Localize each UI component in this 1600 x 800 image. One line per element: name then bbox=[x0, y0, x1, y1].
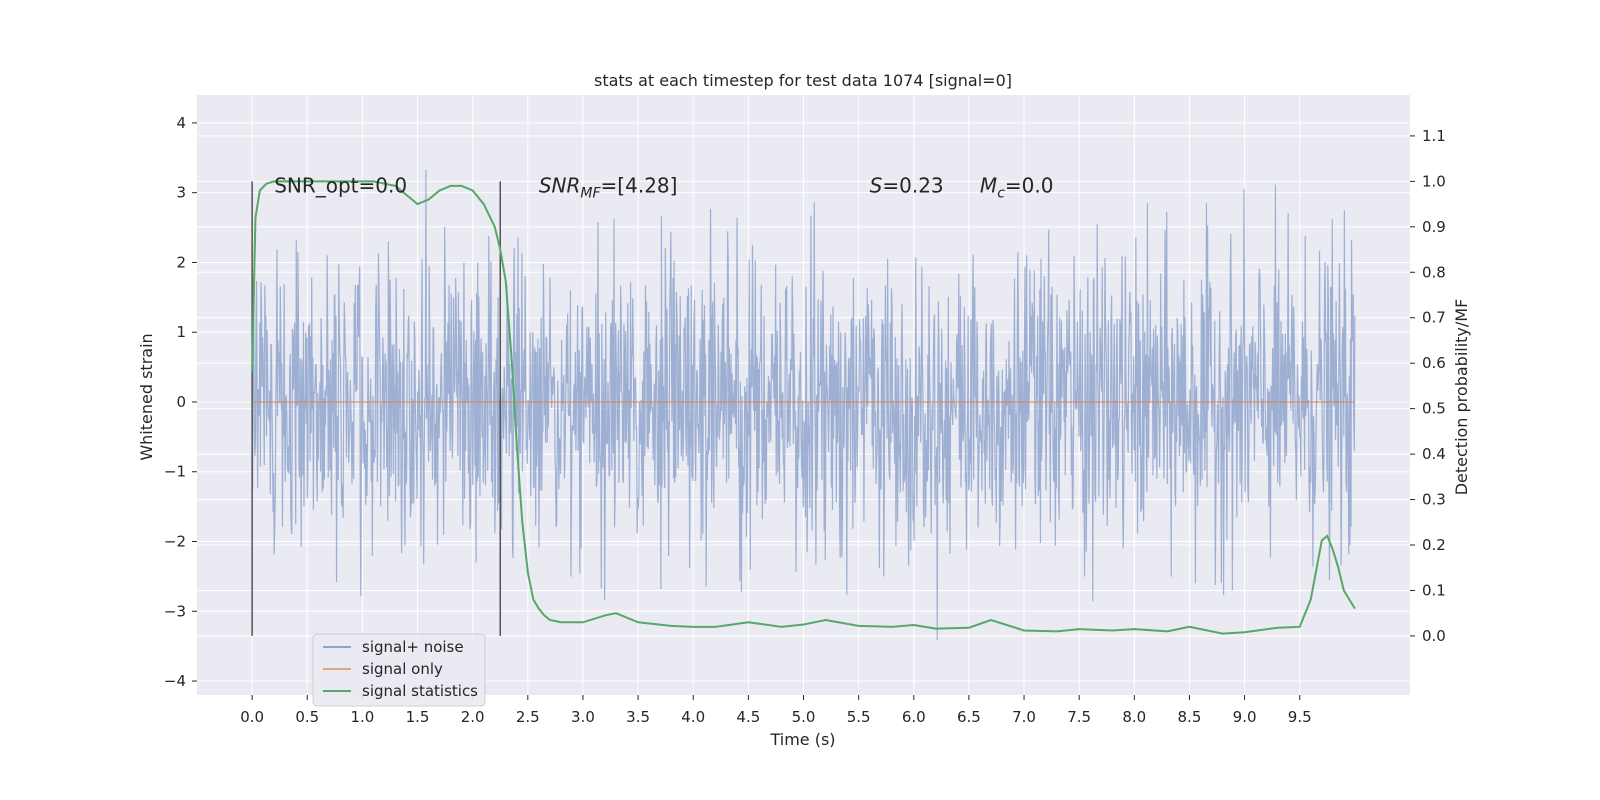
x-tick-labels: 0.0 0.5 1.0 1.5 2.0 2.5 3.0 3.5 4.0 4.5 5.0 5.5 6.0 6… bbox=[240, 695, 1312, 726]
y2-tick-label: 0.1 bbox=[1422, 581, 1446, 599]
noise-line bbox=[251, 169, 1356, 641]
x-tick-label: 6.0 bbox=[902, 708, 926, 726]
x-tick-label: 1.0 bbox=[350, 708, 374, 726]
y2-tick-labels: 1.1 1.0 0.9 0.8 0.7 0.6 0.5 0.4 0.3 0.2 0.1 0.0 bbox=[1410, 127, 1446, 645]
y2-axis-label: Detection probability/MF bbox=[1452, 299, 1471, 496]
y2-tick-label: 0.9 bbox=[1422, 218, 1446, 236]
x-tick-label: 4.5 bbox=[736, 708, 760, 726]
legend: signal+ noise signal only signal statist… bbox=[312, 633, 486, 707]
y-tick-labels: 4 3 2 1 0 −1 −2 −3 −4 bbox=[164, 114, 197, 690]
y2-tick-label: 0.2 bbox=[1422, 536, 1446, 554]
statistics-line bbox=[251, 180, 1356, 635]
x-tick-label: 2.5 bbox=[516, 708, 540, 726]
y2-tick-label: 1.0 bbox=[1422, 172, 1446, 190]
legend-label-signal-only: signal only bbox=[362, 660, 443, 678]
x-tick-label: 9.0 bbox=[1233, 708, 1257, 726]
annotation-0: SNR_opt=0.0 bbox=[274, 174, 407, 198]
y2-tick-label: 0.6 bbox=[1422, 354, 1446, 372]
annotation-2: S=0.23 bbox=[870, 174, 944, 198]
y2-tick-label: 0.7 bbox=[1422, 309, 1446, 327]
legend-label-statistics: signal statistics bbox=[362, 682, 478, 700]
y-tick-label: 1 bbox=[176, 323, 186, 341]
x-tick-label: 0.5 bbox=[295, 708, 319, 726]
x-tick-label: 5.0 bbox=[792, 708, 816, 726]
y-axis-label: Whitened strain bbox=[137, 333, 156, 460]
y-tick-label: −2 bbox=[164, 533, 186, 551]
chart-title: stats at each timestep for test data 107… bbox=[594, 71, 1012, 90]
y-tick-label: 4 bbox=[176, 114, 186, 132]
annotation-3: Mc=0.0 bbox=[980, 174, 1054, 202]
x-tick-label: 8.0 bbox=[1122, 708, 1146, 726]
y2-tick-label: 0.0 bbox=[1422, 627, 1446, 645]
legend-box bbox=[312, 633, 486, 707]
statistics-series bbox=[251, 180, 1356, 635]
x-axis-label: Time (s) bbox=[769, 730, 835, 749]
y-tick-label: −3 bbox=[164, 602, 186, 620]
y-tick-label: 0 bbox=[176, 393, 186, 411]
y2-tick-label: 0.4 bbox=[1422, 445, 1446, 463]
x-tick-label: 8.5 bbox=[1178, 708, 1202, 726]
legend-label-noise: signal+ noise bbox=[362, 638, 464, 656]
x-tick-label: 5.5 bbox=[847, 708, 871, 726]
x-tick-label: 2.0 bbox=[461, 708, 485, 726]
x-tick-label: 7.5 bbox=[1067, 708, 1091, 726]
y2-tick-label: 0.8 bbox=[1422, 263, 1446, 281]
y-tick-label: 2 bbox=[176, 253, 186, 271]
x-tick-label: 0.0 bbox=[240, 708, 264, 726]
y-tick-label: −4 bbox=[164, 672, 186, 690]
y2-tick-label: 1.1 bbox=[1422, 127, 1446, 145]
x-tick-label: 6.5 bbox=[957, 708, 981, 726]
x-tick-label: 1.5 bbox=[406, 708, 430, 726]
x-tick-label: 7.0 bbox=[1012, 708, 1036, 726]
annotations: SNR_opt=0.0 SNRMF=[4.28] S=0.23 Mc=0.0 bbox=[274, 174, 1053, 202]
x-tick-label: 3.0 bbox=[571, 708, 595, 726]
y2-tick-label: 0.5 bbox=[1422, 400, 1446, 418]
x-tick-label: 9.5 bbox=[1288, 708, 1312, 726]
y-tick-label: −1 bbox=[164, 463, 186, 481]
y2-tick-label: 0.3 bbox=[1422, 491, 1446, 509]
annotation-1: SNRMF=[4.28] bbox=[539, 174, 678, 202]
x-tick-label: 3.5 bbox=[626, 708, 650, 726]
y-tick-label: 3 bbox=[176, 184, 186, 202]
vertical-markers bbox=[251, 181, 501, 636]
x-tick-label: 4.0 bbox=[681, 708, 705, 726]
noise-series bbox=[251, 169, 1356, 641]
